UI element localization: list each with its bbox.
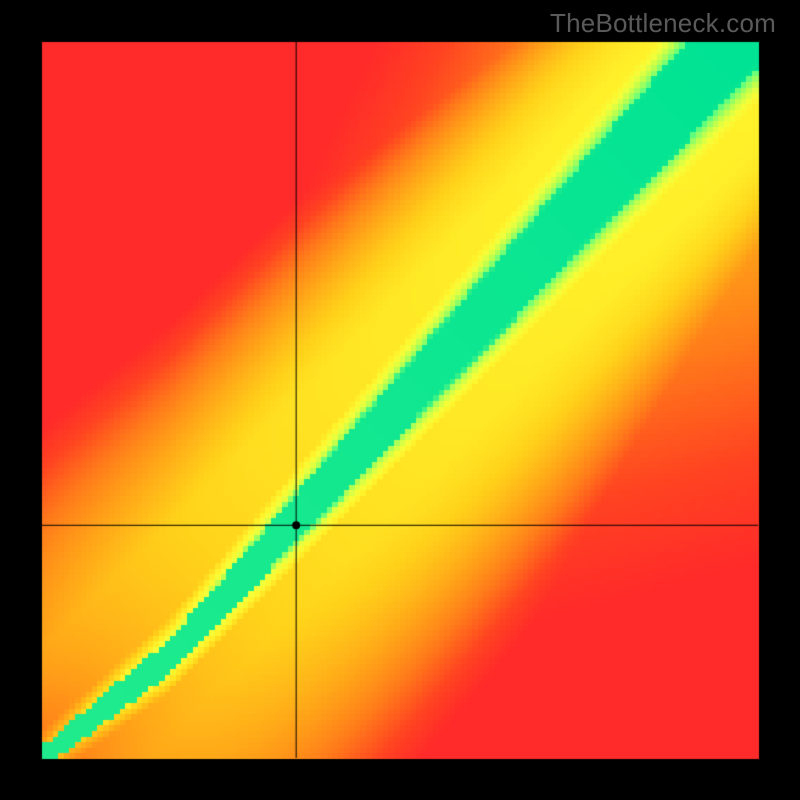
- chart-container: TheBottleneck.com: [0, 0, 800, 800]
- bottleneck-heatmap: [0, 0, 800, 800]
- watermark-text: TheBottleneck.com: [550, 8, 776, 39]
